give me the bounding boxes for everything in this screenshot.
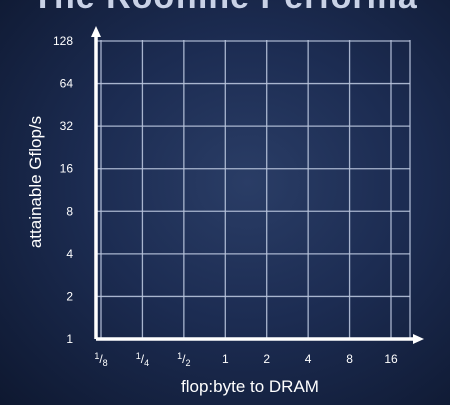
y-axis-arrow-icon xyxy=(91,26,101,37)
y-tick-label: 128 xyxy=(53,34,73,48)
y-tick-label: 4 xyxy=(66,247,73,261)
y-tick-label: 1 xyxy=(66,332,73,346)
y-axis-title: attainable Gflop/s xyxy=(26,116,45,248)
x-tick-label: 1 xyxy=(222,352,229,366)
x-tick-label: 1/2 xyxy=(177,351,190,368)
x-tick-label: 2 xyxy=(263,352,270,366)
x-axis-title: flop:byte to DRAM xyxy=(181,377,319,396)
x-tick-label: 1/4 xyxy=(136,351,149,368)
y-tick-label: 16 xyxy=(60,162,74,176)
x-tick-label: 4 xyxy=(305,352,312,366)
y-tick-label: 2 xyxy=(66,289,73,303)
x-axis-arrow-icon xyxy=(413,334,424,344)
y-tick-label: 8 xyxy=(66,204,73,218)
page-title: The Roofline Performa xyxy=(0,0,450,17)
y-tick-label: 32 xyxy=(60,119,74,133)
x-tick-label: 16 xyxy=(384,352,398,366)
x-tick-label: 1/8 xyxy=(94,351,107,368)
y-tick-label: 64 xyxy=(60,77,74,91)
x-tick-label: 8 xyxy=(346,352,353,366)
